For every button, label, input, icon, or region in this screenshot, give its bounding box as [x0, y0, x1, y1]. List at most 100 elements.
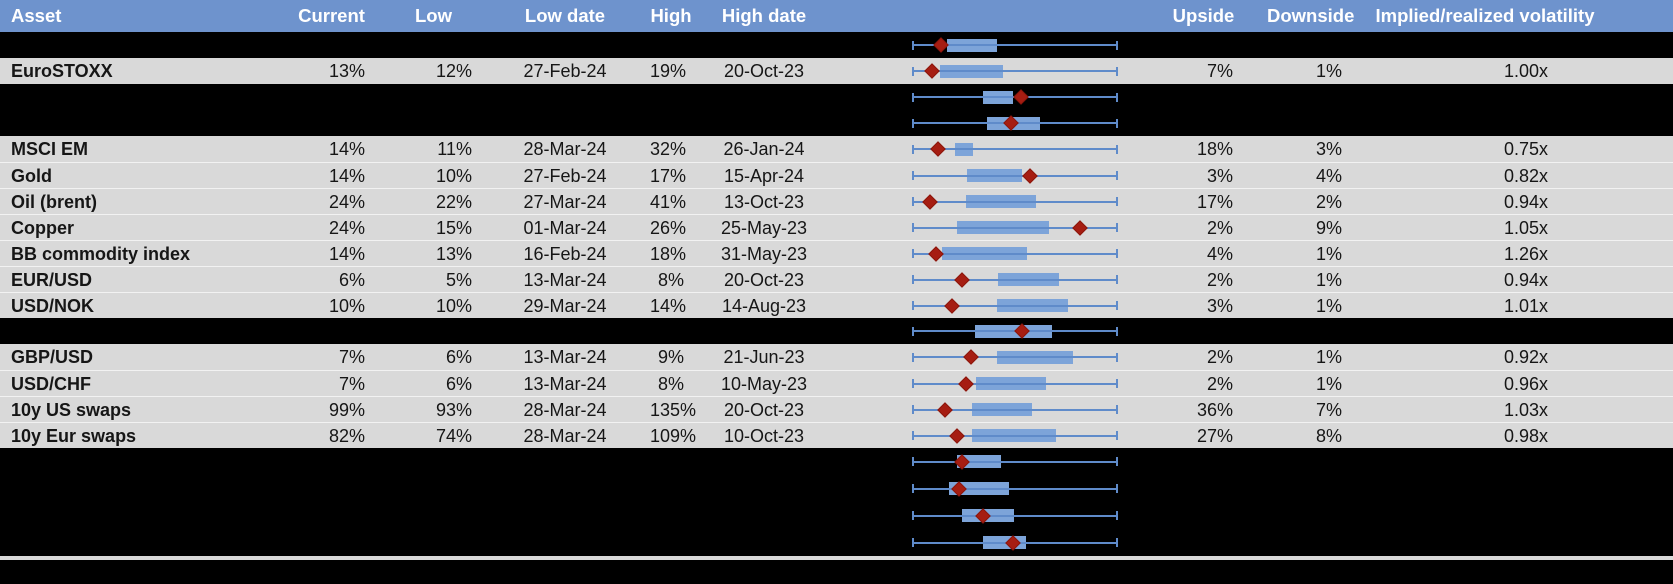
header-low-date: Low date: [524, 4, 606, 26]
boxplot-cell: [836, 448, 1140, 475]
downside-cell: 7%: [1315, 399, 1342, 420]
upside-cell: 3%: [1206, 165, 1233, 186]
boxplot: [912, 448, 1118, 475]
whisker-cap-right: [1116, 197, 1118, 206]
low-date-cell: 28-Mar-24: [523, 139, 607, 159]
whisker-cap-right: [1116, 144, 1118, 154]
whisker-line: [913, 200, 1117, 203]
whisker-line: [913, 278, 1117, 281]
asset-cell: MSCI EM: [11, 139, 89, 159]
boxplot: [912, 529, 1118, 556]
low-cell: 10%: [435, 165, 472, 186]
current-marker-diamond: [922, 193, 938, 210]
implied-cell: 0.94x: [1503, 191, 1548, 212]
table-row: EuroSTOXX 13% 12% 27-Feb-24 19% 20-Oct-2…: [0, 58, 1673, 84]
header-high: High: [650, 4, 692, 26]
implied-cell: 0.94x: [1503, 269, 1548, 290]
asset-cell: EUR/USD: [11, 269, 93, 290]
high-cell: 9%: [657, 347, 684, 367]
spacer-row: [0, 475, 1673, 502]
whisker-cap-left: [912, 431, 914, 440]
low-date-cell: 29-Mar-24: [523, 295, 607, 316]
upside-cell: 2%: [1206, 347, 1233, 367]
low-date-cell: 27-Mar-24: [523, 191, 607, 212]
boxplot: [912, 502, 1118, 529]
high-cell: 109%: [650, 425, 697, 446]
current-cell: 24%: [328, 191, 365, 212]
table-row: Copper 24% 15% 01-Mar-24 26% 25-May-23 2…: [0, 214, 1673, 240]
asset-cell: EuroSTOXX: [11, 61, 113, 81]
upside-cell: 2%: [1206, 217, 1233, 238]
downside-cell: 4%: [1315, 165, 1342, 186]
current-marker-diamond: [930, 141, 946, 157]
whisker-cap-right: [1116, 275, 1118, 284]
current-marker-diamond: [963, 349, 979, 365]
downside-cell: 1%: [1315, 269, 1342, 290]
downside-cell: 1%: [1315, 61, 1342, 81]
low-cell: 13%: [435, 243, 472, 264]
whisker-cap-right: [1116, 405, 1118, 414]
high-date-cell: 10-May-23: [720, 373, 808, 394]
whisker-cap-left: [912, 40, 914, 50]
boxplot: [912, 110, 1118, 136]
current-marker-diamond: [924, 63, 940, 79]
whisker-cap-left: [912, 275, 914, 284]
whisker-cap-left: [912, 249, 914, 258]
whisker-cap-right: [1116, 66, 1118, 76]
spacer-row: [0, 110, 1673, 136]
table-header-row: Asset Current Low Low date High High dat…: [0, 0, 1673, 32]
downside-cell: 1%: [1315, 243, 1342, 264]
table-row: USD/CHF 7% 6% 13-Mar-24 8% 10-May-23 2% …: [0, 370, 1673, 396]
boxplot-cell: [836, 189, 1140, 214]
implied-cell: 1.05x: [1503, 217, 1548, 238]
table-row: Gold 14% 10% 27-Feb-24 17% 15-Apr-24 3% …: [0, 162, 1673, 188]
table-row: 10y Eur swaps 82% 74% 28-Mar-24 109% 10-…: [0, 422, 1673, 448]
current-cell: 14%: [328, 165, 365, 186]
boxplot-cell: [836, 423, 1140, 448]
current-cell: 6%: [338, 269, 365, 290]
upside-cell: 17%: [1196, 191, 1233, 212]
whisker-cap-right: [1116, 484, 1118, 493]
upside-cell: 18%: [1196, 139, 1233, 159]
boxplot: [912, 58, 1118, 84]
boxplot: [912, 241, 1118, 266]
low-cell: 74%: [435, 425, 472, 446]
upside-cell: 2%: [1206, 269, 1233, 290]
high-cell: 19%: [650, 61, 687, 81]
whisker-cap-right: [1116, 249, 1118, 258]
boxplot-cell: [836, 136, 1140, 162]
low-cell: 6%: [445, 373, 472, 394]
whisker-cap-left: [912, 405, 914, 414]
boxplot-cell: [836, 215, 1140, 240]
whisker-cap-left: [912, 484, 914, 493]
boxplot: [912, 163, 1118, 188]
implied-cell: 0.98x: [1503, 425, 1548, 446]
boxplot-cell: [836, 84, 1140, 110]
whisker-line: [913, 382, 1117, 385]
downside-cell: 1%: [1315, 295, 1342, 316]
upside-cell: 2%: [1206, 373, 1233, 394]
header-current: Current: [298, 4, 365, 26]
high-cell: 8%: [657, 373, 684, 394]
asset-cell: Copper: [11, 217, 74, 238]
implied-cell: 0.96x: [1503, 373, 1548, 394]
high-cell: 8%: [657, 269, 684, 290]
current-marker-diamond: [944, 297, 960, 314]
whisker-line: [913, 148, 1117, 150]
current-marker-diamond: [1022, 167, 1038, 184]
header-high-date: High date: [721, 4, 807, 26]
whisker-cap-left: [912, 92, 914, 102]
downside-cell: 8%: [1315, 425, 1342, 446]
spacer-row: [0, 318, 1673, 344]
high-date-cell: 20-Oct-23: [723, 269, 805, 290]
whisker-line: [913, 514, 1117, 517]
asset-cell: 10y US swaps: [11, 399, 132, 420]
boxplot-cell: [836, 241, 1140, 266]
current-cell: 99%: [328, 399, 365, 420]
whisker-cap-left: [912, 511, 914, 520]
implied-cell: 1.26x: [1503, 243, 1548, 264]
asset-cell: Oil (brent): [11, 191, 97, 212]
boxplot-cell: [836, 293, 1140, 318]
current-cell: 24%: [328, 217, 365, 238]
boxplot-cell: [836, 58, 1140, 84]
